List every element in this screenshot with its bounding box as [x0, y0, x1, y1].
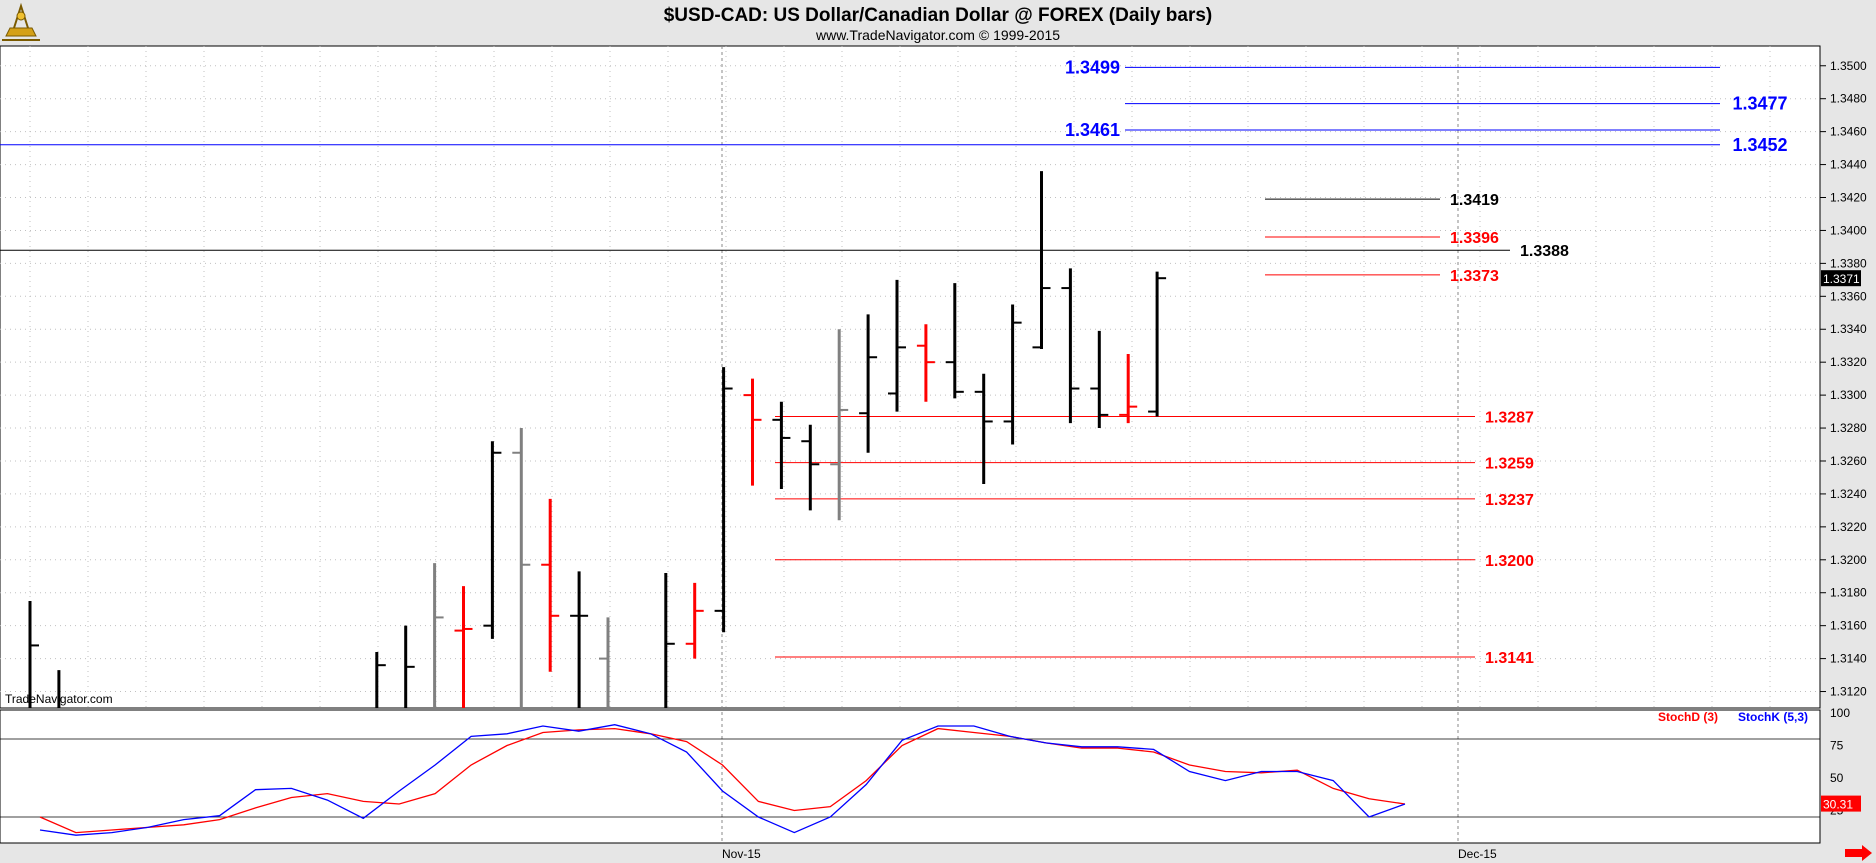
level-label-1.3259: 1.3259: [1485, 456, 1534, 473]
x-tick-label: Nov-15: [722, 847, 761, 861]
x-tick-label: Dec-15: [1458, 847, 1497, 861]
legend-stochd: StochD (3): [1658, 710, 1718, 724]
ohlc-bar: [685, 582, 704, 659]
y-tick-label: 1.3360: [1830, 289, 1867, 303]
ohlc-bar: [714, 367, 733, 633]
ohlc-bar: [404, 625, 415, 708]
y-tick-label: 1.3120: [1830, 685, 1867, 699]
level-label-1.3237: 1.3237: [1485, 492, 1534, 509]
ohlc-bar: [772, 401, 791, 489]
y-tick-label: 1.3260: [1830, 454, 1867, 468]
level-label-1.3287: 1.3287: [1485, 410, 1534, 427]
y-tick-label: 1.3300: [1830, 388, 1867, 402]
ohlc-bar: [888, 279, 906, 412]
legend-stochk: StochK (5,3): [1738, 710, 1808, 724]
ohlc-bar: [454, 586, 473, 708]
stoch-line-d: [39, 727, 1406, 834]
ohlc-bar: [1090, 330, 1109, 429]
stoch-last-box: [1821, 795, 1861, 812]
stoch-y-tick-label: 75: [1830, 739, 1844, 753]
bottom-axis-band: [0, 843, 1876, 863]
ohlc-bar: [433, 563, 444, 708]
ohlc-bar: [1003, 304, 1022, 445]
ohlc-bar: [570, 571, 589, 708]
stoch-last-label: 30.31: [1823, 798, 1853, 812]
ohlc-bar: [743, 378, 762, 486]
ohlc-bar: [1119, 353, 1138, 424]
scroll-right-arrow-icon[interactable]: [1845, 845, 1872, 861]
ohlc-bar: [830, 329, 849, 521]
stoch-y-tick-label: 100: [1830, 706, 1850, 720]
level-label-1.3141: 1.3141: [1485, 650, 1534, 667]
right-axis-band: [1820, 46, 1876, 863]
watermark: TradeNavigator.com: [5, 692, 113, 706]
stoch-y-tick-label: 50: [1830, 771, 1844, 785]
y-tick-label: 1.3180: [1830, 586, 1867, 600]
y-tick-label: 1.3240: [1830, 487, 1867, 501]
y-tick-label: 1.3460: [1830, 125, 1867, 139]
y-tick-label: 1.3320: [1830, 355, 1867, 369]
ohlc-bar: [541, 498, 560, 672]
chart-title: $USD-CAD: US Dollar/Canadian Dollar @ FO…: [664, 5, 1213, 26]
ohlc-bar: [664, 572, 675, 708]
ohlc-bar: [974, 373, 993, 485]
stoch-line-k: [39, 724, 1406, 836]
ohlc-bar: [512, 428, 531, 708]
ohlc-bar: [1061, 268, 1080, 424]
last-price-box: [1821, 270, 1861, 287]
ohlc-bar: [945, 283, 964, 399]
level-label-1.3419: 1.3419: [1450, 192, 1499, 209]
ohlc-bar: [1148, 271, 1167, 417]
stochastic-panel: [0, 709, 1821, 844]
level-label-1.3200: 1.3200: [1485, 553, 1534, 570]
level-label-1.3388: 1.3388: [1520, 243, 1569, 260]
y-tick-label: 1.3220: [1830, 520, 1867, 534]
ohlc-bar: [599, 617, 610, 708]
price-panel: [0, 45, 1821, 709]
tradenavigator-logo-icon: [2, 2, 40, 41]
last-price-label: 1.3371: [1823, 272, 1860, 286]
level-label-1.3461: 1.3461: [1065, 120, 1120, 140]
level-label-1.3477: 1.3477: [1732, 94, 1787, 114]
y-tick-label: 1.3280: [1830, 421, 1867, 435]
y-tick-label: 1.3480: [1830, 92, 1867, 106]
y-tick-label: 1.3420: [1830, 191, 1867, 205]
level-label-1.3452: 1.3452: [1732, 135, 1787, 155]
y-tick-label: 1.3340: [1830, 322, 1867, 336]
y-tick-label: 1.3160: [1830, 619, 1867, 633]
ohlc-bar: [1032, 171, 1051, 350]
ohlc-bar: [375, 652, 386, 708]
y-tick-label: 1.3140: [1830, 652, 1867, 666]
y-tick-label: 1.3200: [1830, 553, 1867, 567]
ohlc-bar: [801, 424, 820, 511]
ohlc-bar: [916, 324, 935, 402]
y-tick-label: 1.3400: [1830, 223, 1867, 237]
y-tick-label: 1.3440: [1830, 158, 1867, 172]
ohlc-bar: [483, 441, 502, 639]
y-tick-label: 1.3500: [1830, 59, 1867, 73]
ohlc-bar: [28, 600, 39, 708]
level-label-1.3499: 1.3499: [1065, 57, 1120, 77]
header-band: [0, 0, 1876, 46]
ohlc-bar: [859, 314, 878, 453]
y-tick-label: 1.3380: [1830, 256, 1867, 270]
chart-subtitle: www.TradeNavigator.com © 1999-2015: [815, 27, 1060, 43]
level-label-1.3396: 1.3396: [1450, 230, 1499, 247]
level-label-1.3373: 1.3373: [1450, 268, 1499, 285]
